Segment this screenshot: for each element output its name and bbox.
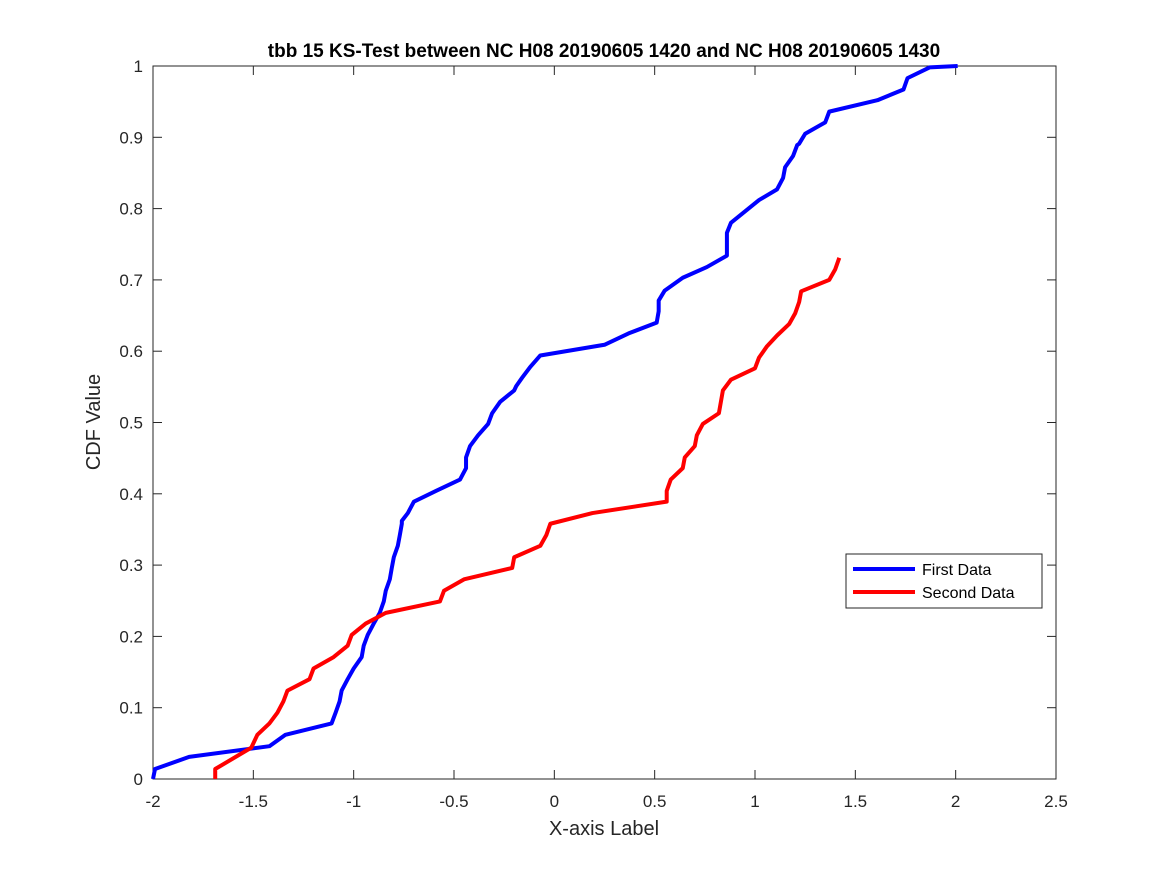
x-axis-label: X-axis Label <box>549 818 659 840</box>
y-tick-label: 1 <box>134 57 143 76</box>
x-tick-label: -2 <box>145 792 160 811</box>
y-tick-label: 0.7 <box>119 271 143 290</box>
x-tick-label: 2.5 <box>1044 792 1068 811</box>
x-axis: -2 -1.5 -1 -0.5 0 0.5 1 1.5 2 2.5 <box>145 66 1068 811</box>
series-line-second-data <box>213 257 842 779</box>
y-axis: 0 0.1 0.2 0.3 0.4 0.5 0.6 0.7 0.8 0.9 1 <box>119 57 1056 789</box>
legend-box <box>845 553 1043 609</box>
chart-title: tbb 15 KS-Test between NC H08 20190605 1… <box>268 41 940 62</box>
x-tick-label: 0.5 <box>643 792 667 811</box>
x-tick-label: -1.5 <box>239 792 268 811</box>
y-tick-label: 0.3 <box>119 556 143 575</box>
y-tick-label: 0.5 <box>119 414 143 433</box>
y-tick-label: 0.6 <box>119 342 143 361</box>
y-tick-label: 0.8 <box>119 200 143 219</box>
y-tick-label: 0 <box>134 770 143 789</box>
series-layer <box>151 64 958 780</box>
y-tick-label: 0.9 <box>119 128 143 147</box>
legend: First Data Second Data <box>845 553 1043 609</box>
y-tick-label: 0.1 <box>119 699 143 718</box>
y-axis-label: CDF Value <box>83 374 105 470</box>
y-tick-label: 0.4 <box>119 485 143 504</box>
x-tick-label: -0.5 <box>439 792 468 811</box>
x-tick-label: 0 <box>550 792 559 811</box>
x-tick-label: 2 <box>951 792 960 811</box>
legend-label-first-data: First Data <box>922 562 991 579</box>
legend-label-second-data: Second Data <box>922 585 1015 602</box>
x-tick-label: 1.5 <box>844 792 868 811</box>
x-tick-label: -1 <box>346 792 361 811</box>
y-tick-label: 0.2 <box>119 627 143 646</box>
x-tick-label: 1 <box>750 792 759 811</box>
series-line-first-data <box>151 64 958 780</box>
